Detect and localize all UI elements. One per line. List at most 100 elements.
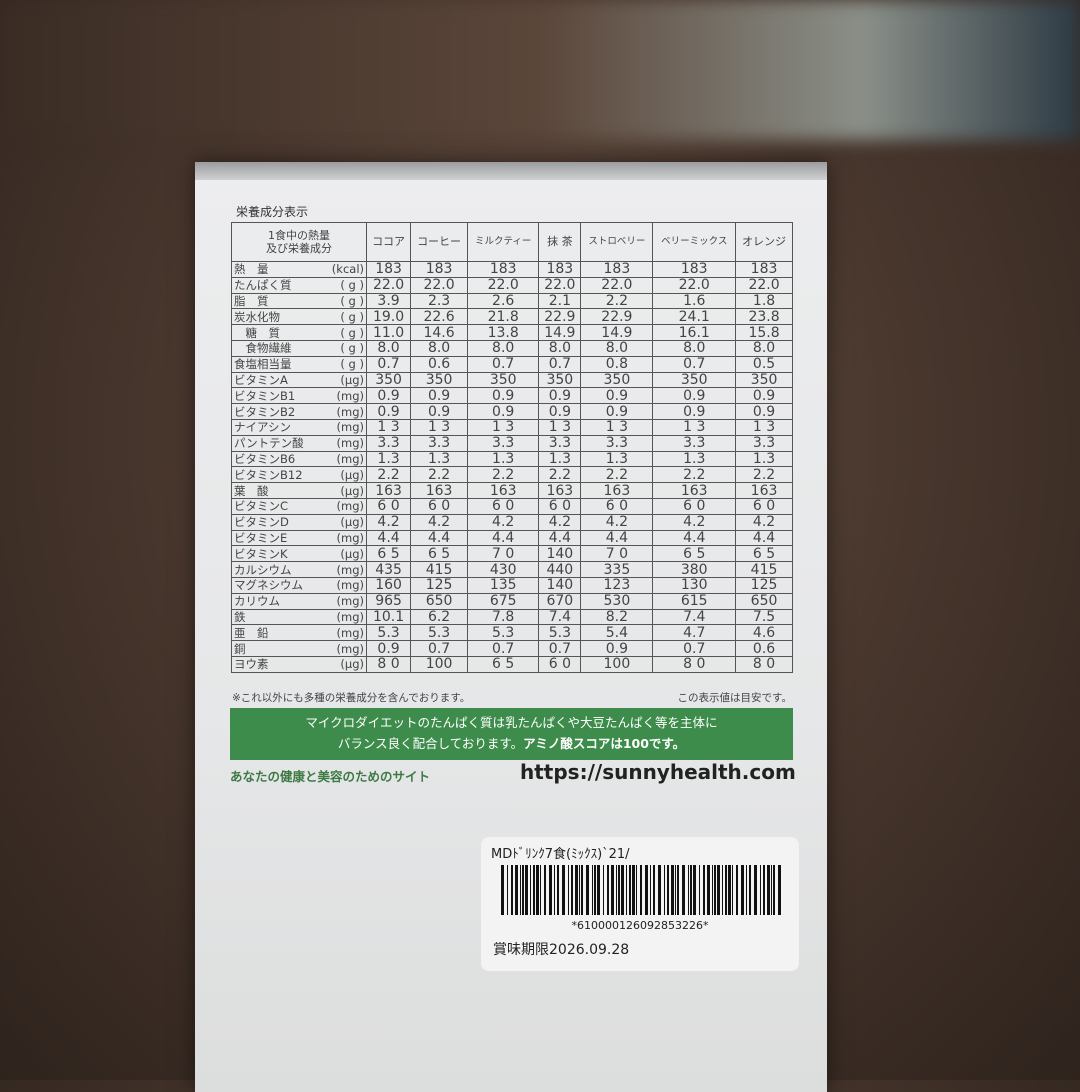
barcode-bar <box>525 865 528 915</box>
nutrient-label: 脂 質 <box>234 293 269 308</box>
nutrient-value: 6 0 <box>538 655 582 673</box>
barcode-bar <box>771 865 772 915</box>
table-row: (kcal) 熱 量 183 183 183 183 183 183 183 <box>231 261 793 278</box>
nutrient-value: 13.8 <box>467 324 540 341</box>
nutrient-value: 125 <box>735 576 793 594</box>
barcode-bar <box>520 865 521 915</box>
barcode-bar <box>746 865 747 915</box>
nutrient-value: 415 <box>410 561 469 578</box>
nutrient-value: 2.2 <box>652 466 737 484</box>
nutrient-label: たんぱく質 <box>234 278 292 293</box>
barcode-bar <box>667 865 669 915</box>
nutrient-value: 1 3 <box>538 418 582 436</box>
barcode-bar <box>760 865 761 915</box>
nutrient-value: 22.0 <box>410 276 469 294</box>
table-row: (μg) ビタミンB12 2.2 2.2 2.2 2.2 2.2 2.2 2.2 <box>231 466 793 484</box>
nutrient-value: 8 0 <box>365 655 412 673</box>
nutrient-value: 23.8 <box>735 308 793 326</box>
nutrient-unit: (mg) <box>336 562 364 577</box>
nutrient-value: 430 <box>467 561 540 578</box>
nutrient-value: 2.2 <box>467 466 540 484</box>
nutrient-name: (mg) ビタミンB6 <box>231 450 367 468</box>
nutrient-label: ビタミンB12 <box>234 467 303 482</box>
nutrient-unit: (mg) <box>336 625 364 640</box>
nutrient-unit: (mg) <box>336 609 364 624</box>
nutrient-value: 7 0 <box>580 545 654 563</box>
nutrient-unit: ( g ) <box>340 309 364 324</box>
nutrient-value: 2.2 <box>580 292 654 310</box>
nutrient-label: 銅 <box>234 641 246 656</box>
barcode-bar <box>611 865 614 915</box>
flavor-header: コーヒー <box>410 222 469 262</box>
nutrient-label: ビタミンD <box>234 515 289 530</box>
banner-line2: バランス良く配合しております。アミノ酸スコアは100です。 <box>230 733 793 754</box>
nutrient-value: 6 5 <box>652 545 737 563</box>
table-row: ( g ) 炭水化物 19.0 22.6 21.8 22.9 22.9 24.1 23.8 <box>231 308 793 326</box>
nutrient-value: 8 0 <box>652 655 737 673</box>
nutrient-value: 183 <box>365 261 412 278</box>
nutrient-value: 2.6 <box>467 292 540 310</box>
nutrient-value: 435 <box>365 561 412 578</box>
barcode-bar <box>554 865 555 915</box>
nutrient-value: 0.9 <box>410 387 469 405</box>
nutrient-value: 4.2 <box>652 513 737 531</box>
table-row: (mg) カルシウム 435 415 430 440 335 380 415 <box>231 561 793 578</box>
nutrient-value: 163 <box>365 482 412 499</box>
barcode-number: *610000126092853226* <box>571 919 709 932</box>
barcode-bar <box>778 865 781 915</box>
nutrient-label: ヨウ素 <box>234 657 269 672</box>
nutrient-unit: ( g ) <box>340 357 364 372</box>
nutrient-value: 440 <box>538 561 582 578</box>
barcode-bar <box>515 865 518 915</box>
nutrient-value: 163 <box>538 482 582 499</box>
nutrient-value: 8.0 <box>365 339 412 357</box>
nutrient-value: 0.9 <box>365 640 412 657</box>
nutrient-value: 8 0 <box>735 655 793 673</box>
barcode-bar <box>707 865 710 915</box>
nutrient-label: マグネシウム <box>234 578 303 593</box>
nutrient-name: (μg) ビタミンA <box>231 371 367 389</box>
nutrient-unit: ( g ) <box>340 278 364 293</box>
barcode-bar <box>658 865 661 915</box>
nutrient-value: 163 <box>735 482 793 499</box>
nutrient-unit: (μg) <box>340 372 364 387</box>
nutrient-value: 3.3 <box>467 434 540 452</box>
nutrient-value: 965 <box>365 592 412 610</box>
table-row: (mg) パントテン酸 3.3 3.3 3.3 3.3 3.3 3.3 3.3 <box>231 434 793 452</box>
nutrient-name: (kcal) 熱 量 <box>231 261 367 278</box>
barcode-bar <box>557 865 559 915</box>
barcode-bar <box>581 865 583 915</box>
nutrient-value: 0.6 <box>410 355 469 373</box>
nutrient-value: 22.0 <box>652 276 737 294</box>
nutrient-value: 7 0 <box>467 545 540 563</box>
nutrient-value: 2.3 <box>410 292 469 310</box>
barcode-bar <box>575 865 578 915</box>
barcode-bar <box>749 865 751 915</box>
note-left: ※これ以外にも多種の栄養成分を含んでおります。 <box>232 692 471 704</box>
nutrient-value: 22.0 <box>365 276 412 294</box>
nutrient-value: 0.7 <box>467 640 540 657</box>
nutrient-value: 1.3 <box>410 450 469 468</box>
barcode-bar <box>544 865 546 915</box>
nutrient-value: 2.2 <box>735 466 793 484</box>
nutrient-value: 4.2 <box>538 513 582 531</box>
nutrient-value: 0.9 <box>365 387 412 405</box>
nutrient-label: ビタミンC <box>234 499 289 514</box>
nutrient-unit: (mg) <box>336 420 364 435</box>
nutrient-label: 熱 量 <box>234 262 269 277</box>
nutrient-value: 0.7 <box>467 355 540 373</box>
nutrient-value: 350 <box>410 371 469 389</box>
nutrient-value: 4.4 <box>652 529 737 547</box>
nutrient-value: 350 <box>652 371 737 389</box>
barcode-bar <box>690 865 692 915</box>
barcode-bar <box>636 865 637 915</box>
barcode-bar <box>650 865 651 915</box>
table-row: ( g ) 糖 質 11.0 14.6 13.8 14.9 14.9 16.1 15.8 <box>231 324 793 341</box>
barcode-bar <box>632 865 635 915</box>
expiry-date: 賞味期限2026.09.28 <box>493 942 630 958</box>
nutrient-value: 22.9 <box>580 308 654 326</box>
nutrient-value: 6 0 <box>410 497 469 515</box>
nutrient-value: 0.9 <box>735 403 793 420</box>
nutrient-name: ( g ) たんぱく質 <box>231 276 367 294</box>
nutrient-value: 0.5 <box>735 355 793 373</box>
